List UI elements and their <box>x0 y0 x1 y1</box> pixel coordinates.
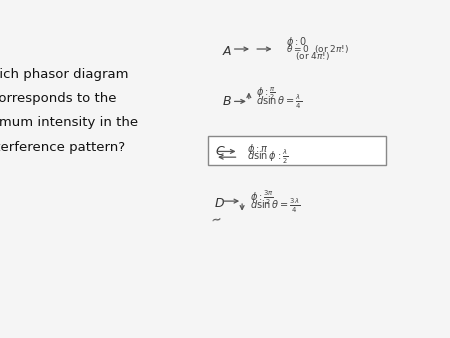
Text: A: A <box>223 45 231 57</box>
Text: $\phi :0$: $\phi :0$ <box>286 35 307 49</box>
Text: $\phi : \frac{3\pi}{2}$: $\phi : \frac{3\pi}{2}$ <box>250 189 274 207</box>
Text: interference pattern?: interference pattern? <box>0 141 125 153</box>
Text: (or $4\pi$!): (or $4\pi$!) <box>295 50 330 63</box>
Text: D: D <box>215 197 225 210</box>
Text: minimum intensity in the: minimum intensity in the <box>0 116 138 129</box>
Text: $d\sin\phi : \frac{\lambda}{2}$: $d\sin\phi : \frac{\lambda}{2}$ <box>247 148 288 166</box>
Text: $\phi : \pi$: $\phi : \pi$ <box>247 142 268 156</box>
Text: $\theta = 0$  (or $2\pi$!): $\theta = 0$ (or $2\pi$!) <box>286 43 349 55</box>
Text: $\sim$: $\sim$ <box>208 212 224 227</box>
Text: which phasor diagram: which phasor diagram <box>0 68 128 80</box>
Bar <box>208 136 386 165</box>
Text: $\phi : \frac{\pi}{2}$: $\phi : \frac{\pi}{2}$ <box>256 86 276 102</box>
Text: B: B <box>223 95 231 108</box>
Text: $d\sin\theta = \frac{3\lambda}{4}$: $d\sin\theta = \frac{3\lambda}{4}$ <box>250 197 300 215</box>
Text: corresponds to the: corresponds to the <box>0 92 117 105</box>
Text: C: C <box>215 145 224 158</box>
Text: $d\sin\theta = \frac{\lambda}{4}$: $d\sin\theta = \frac{\lambda}{4}$ <box>256 93 302 111</box>
